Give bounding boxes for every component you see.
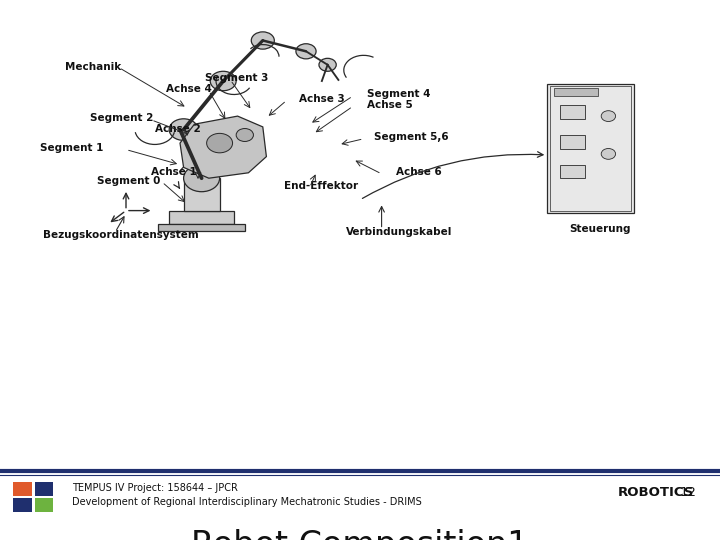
Text: Mechanik: Mechanik — [65, 62, 121, 72]
Circle shape — [210, 71, 236, 91]
Text: Segment 4: Segment 4 — [367, 89, 431, 99]
Circle shape — [236, 129, 253, 141]
Bar — [560, 165, 585, 178]
Circle shape — [251, 32, 274, 49]
Text: Segment 3: Segment 3 — [205, 73, 269, 83]
Bar — [560, 135, 585, 148]
Bar — [158, 224, 245, 231]
Text: TEMPUS IV Project: 158644 – JPCR: TEMPUS IV Project: 158644 – JPCR — [72, 483, 238, 494]
Bar — [35, 498, 53, 512]
Circle shape — [296, 44, 316, 59]
Text: Achse 1: Achse 1 — [151, 167, 197, 178]
Text: 12: 12 — [680, 486, 697, 499]
Bar — [560, 105, 585, 119]
Text: End-Effektor: End-Effektor — [284, 181, 359, 191]
Text: Achse 4: Achse 4 — [166, 84, 212, 94]
Text: Segment 0: Segment 0 — [97, 176, 161, 186]
Text: Achse 3: Achse 3 — [299, 94, 345, 105]
Circle shape — [207, 133, 233, 153]
Bar — [13, 498, 32, 512]
Text: Development of Regional Interdisciplinary Mechatronic Studies - DRIMS: Development of Regional Interdisciplinar… — [72, 497, 422, 508]
Text: ROBOTICS: ROBOTICS — [618, 486, 694, 499]
Text: Achse 5: Achse 5 — [367, 100, 413, 110]
Bar — [547, 84, 634, 213]
Bar — [169, 211, 234, 224]
Text: Steuerung: Steuerung — [569, 224, 630, 234]
Text: Robot Composition1: Robot Composition1 — [192, 529, 528, 540]
Bar — [550, 86, 631, 211]
Polygon shape — [180, 116, 266, 178]
Bar — [35, 482, 53, 496]
Text: Verbindungskabel: Verbindungskabel — [346, 227, 452, 237]
Text: Bezugskoordinatensystem: Bezugskoordinatensystem — [43, 230, 199, 240]
Bar — [13, 482, 32, 496]
Circle shape — [184, 165, 220, 192]
Bar — [554, 88, 598, 96]
Text: Segment 5,6: Segment 5,6 — [374, 132, 449, 143]
Text: Achse 2: Achse 2 — [155, 124, 201, 134]
Text: Segment 1: Segment 1 — [40, 143, 103, 153]
Circle shape — [601, 148, 616, 159]
Text: Segment 2: Segment 2 — [90, 113, 153, 124]
Circle shape — [601, 111, 616, 122]
Text: Achse 6: Achse 6 — [396, 167, 442, 178]
Circle shape — [169, 119, 198, 140]
Bar — [184, 178, 220, 211]
Circle shape — [319, 58, 336, 71]
